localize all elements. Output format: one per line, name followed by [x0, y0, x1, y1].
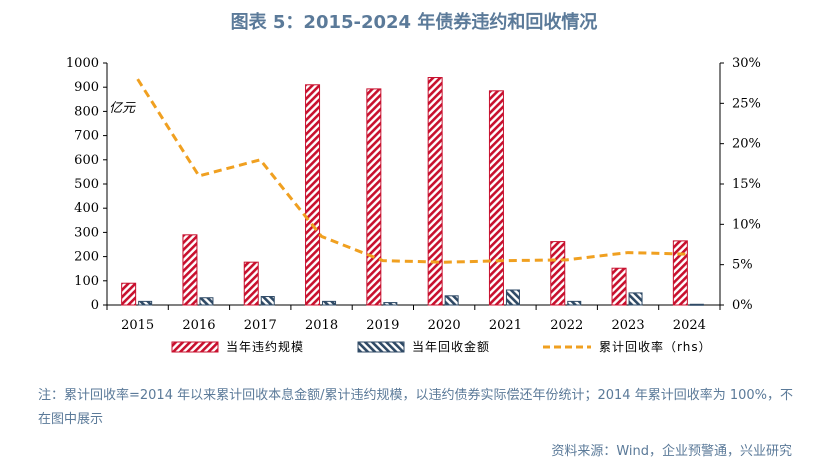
default-bar: [182, 234, 198, 306]
recovery-bar: [689, 303, 704, 306]
default-bar: [305, 84, 321, 306]
legend: 当年违约规模 当年回收金额 累计回收率（rhs）: [171, 339, 712, 354]
default-bar: [550, 241, 566, 306]
x-tick-label: 2023: [612, 318, 645, 333]
y-left-unit: 亿元: [109, 101, 136, 116]
x-tick-label: 2024: [673, 318, 706, 333]
x-tick-label: 2022: [550, 318, 583, 333]
footnote: 注：累计回收率=2014 年以来累计回收本息金额/累计违约规模，以违约债券实际偿…: [38, 388, 794, 427]
y-left-tick-label: 1000: [66, 56, 99, 71]
y-right-tick-label: 10%: [732, 217, 761, 232]
default-bar: [488, 90, 504, 306]
y-left-tick-label: 500: [74, 177, 99, 192]
y-right-tick-label: 15%: [732, 177, 761, 192]
axes: 0 100 200 300 400 500 600 700 800 900 1000 亿元 0% 5% 10…: [66, 56, 761, 333]
x-tick-label: 2020: [428, 318, 461, 333]
default-bar: [427, 77, 443, 306]
chart-title: 图表 5：2015-2024 年债券违约和回收情况: [230, 12, 598, 33]
y-right-tick-label: 20%: [732, 137, 761, 152]
x-tick-label: 2015: [121, 318, 154, 333]
x-tick-label: 2017: [244, 318, 277, 333]
y-left-tick-label: 200: [74, 250, 99, 265]
y-left-tick-label: 700: [74, 129, 99, 144]
x-tick-label: 2016: [182, 318, 215, 333]
y-right-tick-label: 25%: [732, 96, 761, 111]
y-left-tick-label: 800: [74, 104, 99, 119]
y-right-tick-label: 0%: [732, 298, 753, 313]
recovery-bar: [322, 300, 337, 306]
x-tick-label: 2019: [366, 318, 399, 333]
default-bar: [121, 282, 137, 306]
recovery-bar: [505, 289, 520, 306]
y-left-tick-label: 400: [74, 201, 99, 216]
x-tick-label: 2021: [489, 318, 522, 333]
legend-label-rate: 累计回收率（rhs）: [599, 339, 712, 354]
y-left-tick-label: 100: [74, 274, 99, 289]
legend-label-recovery: 当年回收金额: [412, 339, 490, 354]
y-left-tick-label: 600: [74, 153, 99, 168]
x-tick-label: 2018: [305, 318, 338, 333]
recovery-bar: [199, 297, 214, 306]
legend-swatch-recovery: [357, 341, 405, 353]
recovery-bar: [444, 295, 459, 306]
legend-label-default: 当年违约规模: [226, 339, 304, 354]
default-bar: [243, 261, 259, 306]
default-bar: [672, 240, 688, 306]
bars: [121, 77, 704, 306]
default-bar: [611, 267, 627, 306]
y-left-tick-label: 300: [74, 225, 99, 240]
source-text: 资料来源：Wind，企业预警通，兴业研究: [551, 444, 792, 459]
recovery-bar: [383, 302, 398, 306]
recovery-bar: [260, 296, 275, 306]
rate-line: [136, 78, 690, 264]
y-right-tick-label: 5%: [732, 258, 753, 273]
recovery-bar: [138, 300, 153, 306]
recovery-bar: [628, 292, 643, 306]
recovery-bar: [567, 300, 582, 306]
legend-swatch-default: [171, 341, 219, 353]
recovery-rate-line: [136, 78, 690, 264]
y-right-tick-label: 30%: [732, 56, 761, 71]
y-left-tick-label: 0: [91, 298, 99, 313]
default-bar: [366, 88, 382, 306]
y-left-tick-label: 900: [74, 80, 99, 95]
